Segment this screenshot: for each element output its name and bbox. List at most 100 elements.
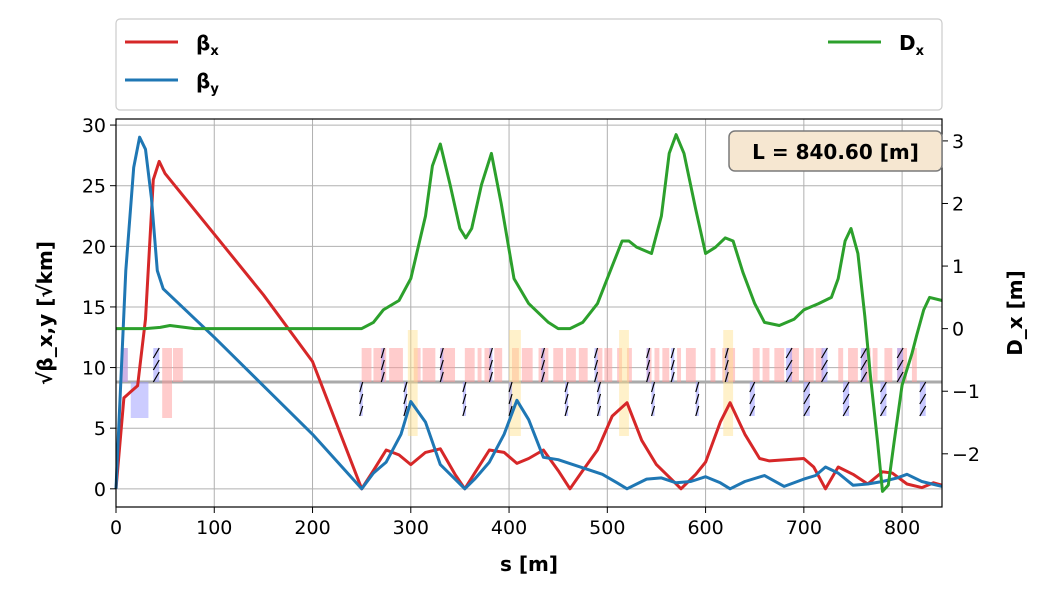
y-left-tick-label: 10 xyxy=(82,358,106,380)
quadrupole-hatch xyxy=(785,371,793,383)
legend: βx βy Dx xyxy=(115,18,943,111)
quadrupole-hatch xyxy=(821,347,828,359)
quadrupole-hatch xyxy=(896,371,904,383)
y-left-ticks: 0 5 10 15 20 25 30 xyxy=(82,115,116,501)
plot-frame xyxy=(115,118,943,508)
dipole-magnet xyxy=(172,348,183,382)
x-tick-label: 400 xyxy=(491,517,527,539)
quadrupole-hatch xyxy=(860,359,868,371)
quadrupole-hatch xyxy=(724,371,729,383)
y-left-tick-label: 20 xyxy=(82,236,106,258)
quadrupole-hatch xyxy=(152,359,160,371)
dipole-magnet xyxy=(710,348,716,382)
y-right-tick-label: 2 xyxy=(952,193,964,215)
dipole-magnet xyxy=(654,348,660,382)
quadrupole-hatch xyxy=(670,347,675,359)
quadrupole-hatch xyxy=(842,393,850,405)
quadrupole-hatch xyxy=(879,405,887,417)
quadrupole-hatch xyxy=(359,393,364,405)
x-tick-label: 700 xyxy=(786,517,822,539)
dipole-magnet xyxy=(872,348,878,382)
dipole-magnet xyxy=(512,348,519,382)
x-ticks: 0 100 200 300 400 500 600 700 800 xyxy=(110,507,920,539)
quadrupole-hatch xyxy=(596,405,602,417)
dipole-magnet xyxy=(597,348,603,382)
quadrupole-hatch xyxy=(650,393,656,405)
dipole-magnet xyxy=(803,348,814,382)
y-right-ticks: −2 −1 0 1 2 3 xyxy=(942,131,980,466)
series-lines xyxy=(114,133,943,493)
corrector-magnet xyxy=(120,348,128,382)
quadrupole-hatch xyxy=(650,405,656,417)
dipole-magnet xyxy=(790,348,799,382)
dipole-magnet xyxy=(389,348,403,382)
dipole-magnet xyxy=(677,348,682,382)
quadrupole-hatch xyxy=(785,359,793,371)
quadrupole-hatch xyxy=(695,381,700,393)
dipole-magnet xyxy=(762,348,770,382)
y-right-tick-label: 3 xyxy=(952,131,964,153)
quadrupole-hatch xyxy=(439,347,444,359)
quadrupole-hatch xyxy=(670,371,675,383)
quadrupole-hatch xyxy=(488,359,493,371)
y-left-tick-label: 0 xyxy=(94,479,106,501)
dipole-magnet xyxy=(884,348,893,382)
y-right-tick-label: −1 xyxy=(952,381,980,403)
dipole-magnet xyxy=(752,348,760,382)
dipole-magnet xyxy=(662,348,670,382)
quadrupole-hatch xyxy=(488,347,493,359)
quadrupole-hatch xyxy=(593,359,599,371)
legend-entry-beta-y: βy xyxy=(125,69,219,97)
y-right-tick-label: −2 xyxy=(952,444,980,466)
quadrupole-hatch xyxy=(439,371,444,383)
dipole-magnet xyxy=(838,348,844,382)
quadrupole-hatch xyxy=(785,347,793,359)
quadrupole-hatch xyxy=(821,359,828,371)
dipole-magnet xyxy=(413,348,421,382)
y-right-tick-label: 1 xyxy=(952,256,964,278)
quadrupole-hatch xyxy=(842,381,850,393)
quadrupole-hatch xyxy=(695,393,700,405)
quadrupole-hatch xyxy=(152,371,160,383)
dipole-magnet xyxy=(361,348,372,382)
quadrupole-hatch xyxy=(879,381,887,393)
quadrupole-hatch xyxy=(508,393,513,405)
quadrupole-hatch xyxy=(488,371,493,383)
dipole-magnet xyxy=(162,382,173,418)
quadrupole-hatch xyxy=(803,381,811,393)
quadrupole-hatch xyxy=(860,371,868,383)
quadrupole-hatch xyxy=(803,405,811,417)
magnet-lattice xyxy=(116,330,942,436)
dipole-magnet xyxy=(626,348,632,382)
quadrupole-hatch xyxy=(152,347,160,359)
quadrupole-hatch xyxy=(380,371,385,383)
quadrupole-hatch xyxy=(695,405,700,417)
quadrupole-hatch xyxy=(540,359,546,371)
dipole-magnet xyxy=(440,348,456,382)
series-line-beta_y xyxy=(114,135,943,491)
dipole-magnet xyxy=(578,348,588,382)
quadrupole-hatch xyxy=(596,381,602,393)
svg-text:βy: βy xyxy=(196,69,219,97)
dipole-magnet xyxy=(617,348,623,382)
dipole-magnet xyxy=(815,348,824,382)
cavity-element xyxy=(619,330,629,436)
quadrupole-hatch xyxy=(564,393,569,405)
quadrupole-hatch xyxy=(919,381,927,393)
quadrupole-hatch xyxy=(359,381,364,393)
quadrupole-hatch xyxy=(593,347,599,359)
quadrupole-hatch xyxy=(749,381,756,393)
y-left-tick-label: 30 xyxy=(82,115,106,137)
quadrupole-hatch xyxy=(462,405,467,417)
x-tick-label: 200 xyxy=(294,517,330,539)
x-tick-label: 300 xyxy=(393,517,429,539)
dipole-magnet xyxy=(774,348,785,382)
cavity-element xyxy=(407,330,418,436)
quadrupole-hatch xyxy=(896,359,904,371)
series-line-disp xyxy=(116,133,943,493)
dipole-magnet xyxy=(484,348,492,382)
svg-text:βx: βx xyxy=(196,31,219,59)
x-axis-label: s [m] xyxy=(500,552,558,576)
y-right-tick-label: 0 xyxy=(952,319,964,341)
